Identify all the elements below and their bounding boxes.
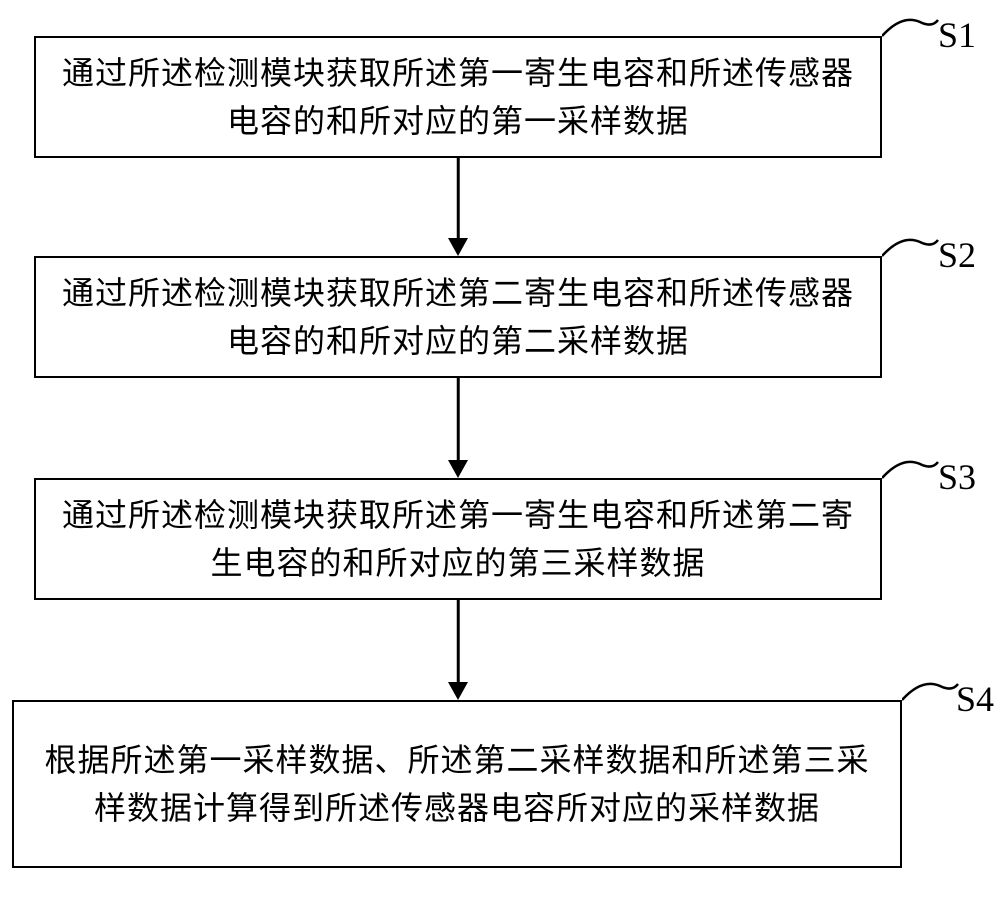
step-text-s1: 通过所述检测模块获取所述第一寄生电容和所述传感器电容的和所对应的第一采样数据 [56, 49, 860, 145]
callout-s4 [902, 678, 962, 718]
step-text-s4: 根据所述第一采样数据、所述第二采样数据和所述第三采样数据计算得到所述传感器电容所… [34, 736, 880, 832]
step-text-s2: 通过所述检测模块获取所述第二寄生电容和所述传感器电容的和所对应的第二采样数据 [56, 269, 860, 365]
step-text-s3: 通过所述检测模块获取所述第一寄生电容和所述第二寄生电容的和所对应的第三采样数据 [56, 491, 860, 587]
arrow-s1-s2 [457, 158, 460, 238]
step-label-s1: S1 [938, 14, 976, 56]
arrow-head-s1-s2 [448, 238, 468, 256]
arrow-head-s3-s4 [448, 682, 468, 700]
step-box-s2: 通过所述检测模块获取所述第二寄生电容和所述传感器电容的和所对应的第二采样数据 [34, 256, 882, 378]
arrow-s3-s4 [457, 600, 460, 682]
step-box-s4: 根据所述第一采样数据、所述第二采样数据和所述第三采样数据计算得到所述传感器电容所… [12, 700, 902, 868]
step-label-s2: S2 [938, 234, 976, 276]
step-label-s3: S3 [938, 456, 976, 498]
step-box-s1: 通过所述检测模块获取所述第一寄生电容和所述传感器电容的和所对应的第一采样数据 [34, 36, 882, 158]
callout-s3 [882, 456, 942, 496]
callout-s1 [882, 14, 942, 54]
arrow-s2-s3 [457, 378, 460, 460]
arrow-head-s2-s3 [448, 460, 468, 478]
step-label-s4: S4 [956, 678, 994, 720]
callout-s2 [882, 234, 942, 274]
flowchart-canvas: 通过所述检测模块获取所述第一寄生电容和所述传感器电容的和所对应的第一采样数据 S… [0, 0, 1000, 908]
step-box-s3: 通过所述检测模块获取所述第一寄生电容和所述第二寄生电容的和所对应的第三采样数据 [34, 478, 882, 600]
